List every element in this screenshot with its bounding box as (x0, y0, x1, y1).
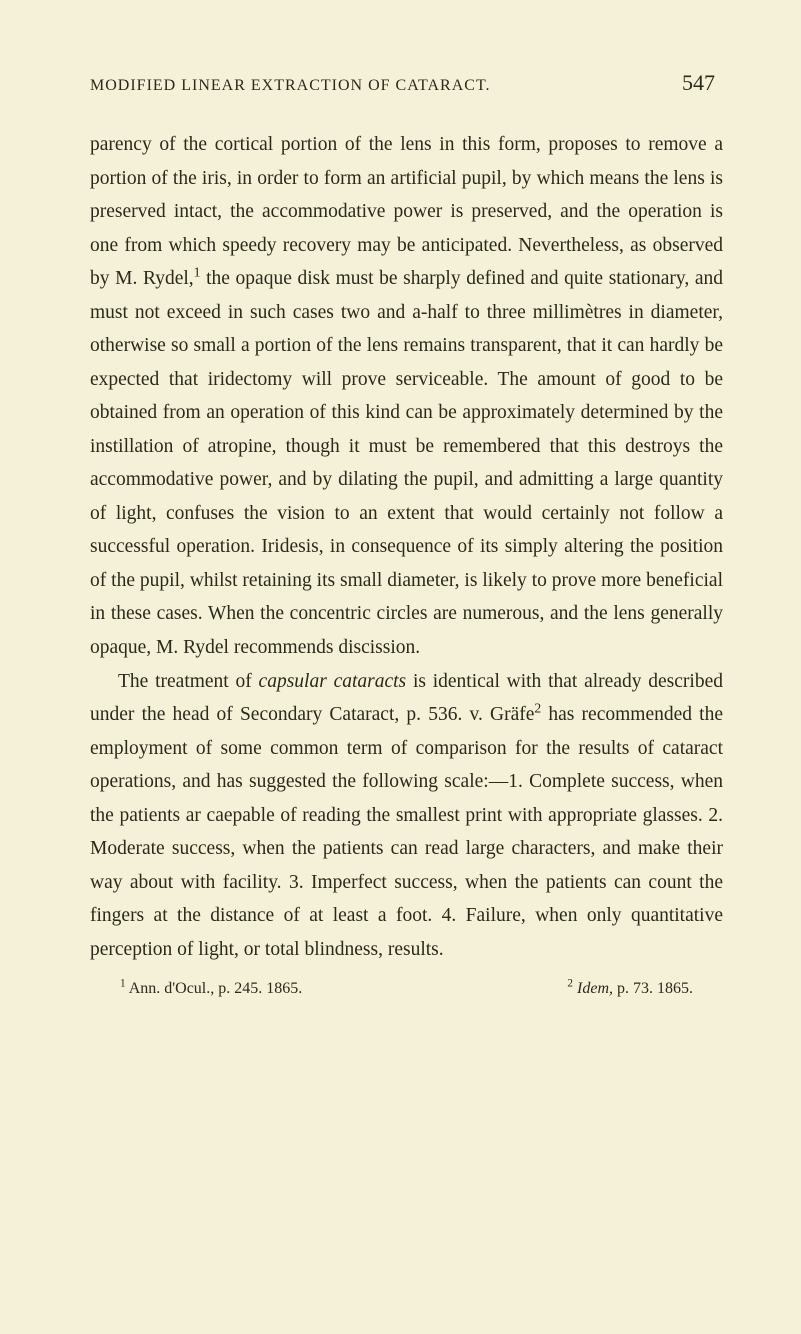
page-number: 547 (682, 70, 715, 96)
page-header: MODIFIED LINEAR EXTRACTION OF CATARACT. … (90, 70, 723, 96)
paragraph-1: parency of the cortical portion of the l… (90, 128, 723, 665)
p1-text-part2: the opaque disk must be sharply defined … (90, 268, 723, 658)
body-text: parency of the cortical portion of the l… (90, 128, 723, 966)
footnote-2-italic: Idem, (573, 980, 613, 997)
p2-italic: capsular cataracts (259, 671, 407, 692)
footnote-2-text: p. 73. 1865. (613, 980, 693, 997)
p2-text-part1: The treatment of (118, 671, 259, 692)
paragraph-2: The treatment of capsular cataracts is i… (90, 665, 723, 967)
footnote-2: 2 Idem, p. 73. 1865. (567, 980, 693, 998)
footnote-1-text: Ann. d'Ocul., p. 245. 1865. (126, 980, 303, 997)
footnote-1: 1 Ann. d'Ocul., p. 245. 1865. (120, 980, 302, 998)
running-title: MODIFIED LINEAR EXTRACTION OF CATARACT. (90, 77, 491, 95)
p2-text-part3: has recommended the employment of some c… (90, 704, 723, 960)
footnotes: 1 Ann. d'Ocul., p. 245. 1865. 2 Idem, p.… (90, 980, 723, 998)
p1-text-part1: parency of the cortical portion of the l… (90, 134, 723, 289)
